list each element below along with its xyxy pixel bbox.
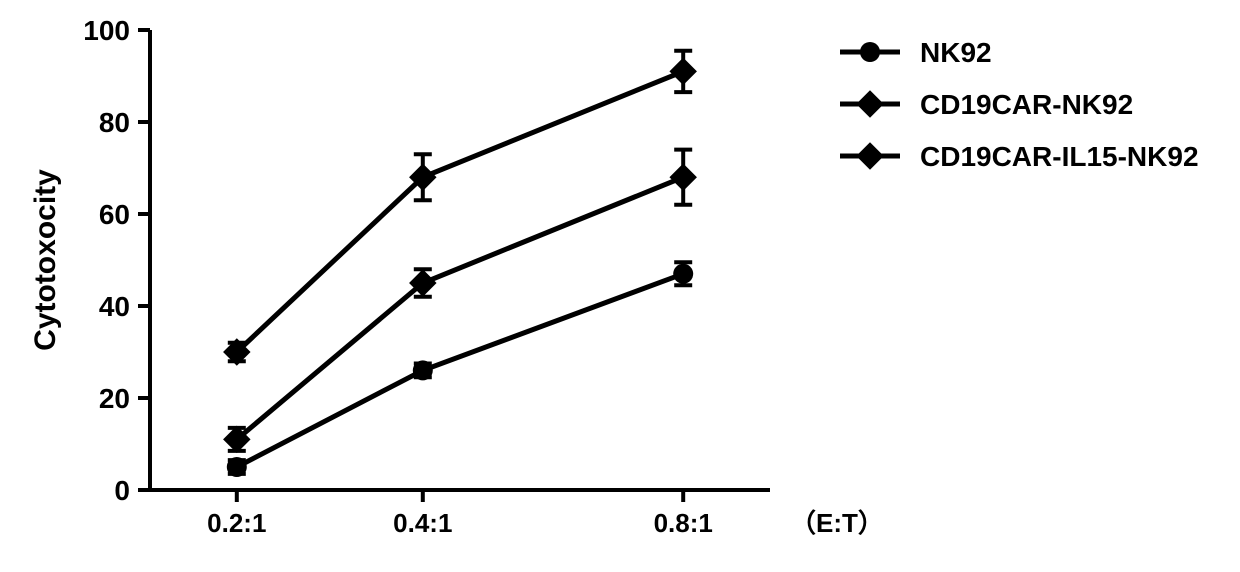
legend-label: NK92: [920, 37, 992, 68]
y-tick-label: 100: [83, 15, 130, 46]
data-marker: [673, 264, 693, 284]
data-marker: [227, 457, 247, 477]
series-line: [237, 177, 683, 439]
y-tick-label: 0: [114, 475, 130, 506]
series-line: [237, 71, 683, 352]
x-tick-label: 0.8:1: [654, 508, 713, 538]
series-line: [237, 274, 683, 467]
chart-container: { "chart":{ "type":"line", "width":1240,…: [0, 0, 1240, 572]
x-axis-unit-label: （E:T）: [790, 508, 884, 538]
data-marker: [856, 90, 884, 118]
data-marker: [860, 42, 880, 62]
y-tick-label: 60: [99, 199, 130, 230]
legend-label: CD19CAR-IL15-NK92: [920, 141, 1199, 172]
y-tick-label: 40: [99, 291, 130, 322]
y-tick-label: 20: [99, 383, 130, 414]
x-tick-label: 0.2:1: [207, 508, 266, 538]
data-marker: [669, 163, 697, 191]
cytotoxicity-chart: 0 20 40 60 80 100 Cytotoxocity 0.2:1 0.4:1 0.8:1 （…: [0, 0, 1240, 572]
data-marker: [856, 142, 884, 170]
data-marker: [413, 360, 433, 380]
data-marker: [669, 58, 697, 86]
x-tick-label: 0.4:1: [393, 508, 452, 538]
y-tick-label: 80: [99, 107, 130, 138]
legend-label: CD19CAR-NK92: [920, 89, 1133, 120]
y-axis-label: Cytotoxocity: [29, 169, 62, 351]
